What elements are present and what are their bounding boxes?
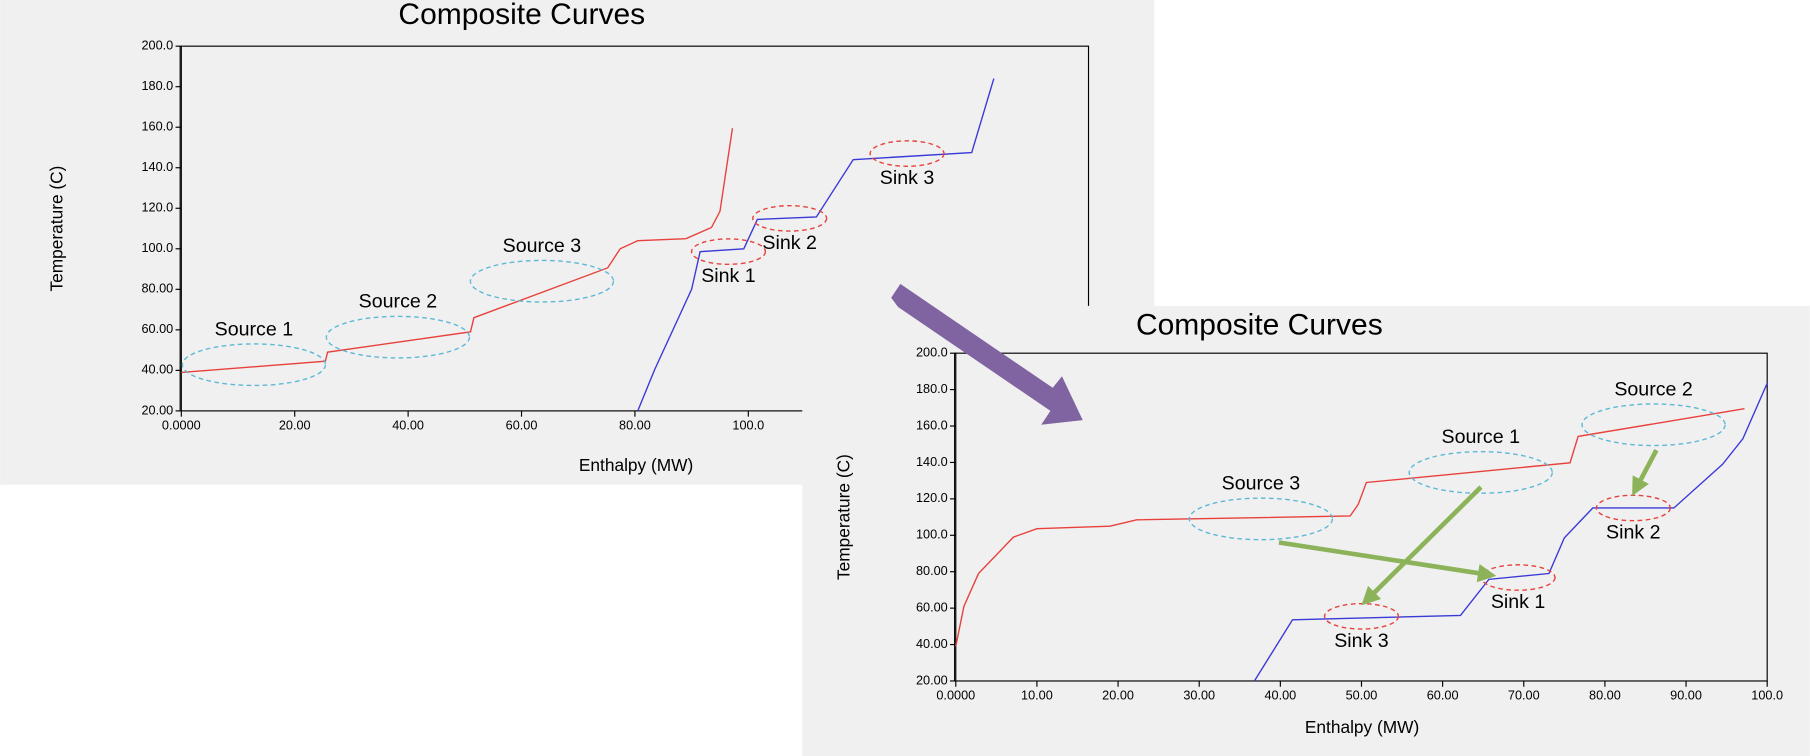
y-axis-label: Temperature (C) <box>834 454 854 580</box>
y-tick-label: 180.0 <box>916 382 948 396</box>
annotation-ellipse <box>1581 403 1726 447</box>
annotation-label: Source 1 <box>215 318 293 340</box>
curve <box>955 408 1745 647</box>
annotation-label: Source 3 <box>1222 472 1301 494</box>
x-tick-label: 40.00 <box>392 418 424 432</box>
curve <box>1253 382 1768 682</box>
x-tick-label: 60.00 <box>506 418 538 432</box>
annotation-ellipse <box>181 343 327 387</box>
x-tick-label: 40.00 <box>1264 688 1296 702</box>
annotation-label: Sink 3 <box>880 167 935 189</box>
annotation-label: Sink 2 <box>762 232 817 254</box>
y-tick-label: 120.0 <box>916 491 948 505</box>
x-tick-label: 0.0000 <box>936 688 975 702</box>
annotation-ellipse <box>325 315 471 359</box>
annotation-label: Source 1 <box>1442 426 1521 448</box>
annotation-label: Sink 1 <box>701 265 756 287</box>
y-tick-label: 20.00 <box>916 673 948 687</box>
y-tick-label: 100.0 <box>141 241 173 255</box>
panel-1: Composite Curves Enthalpy (MW) Temperature… <box>0 0 1155 485</box>
x-tick-label: 0.0000 <box>162 418 201 432</box>
y-tick-label: 40.00 <box>141 363 173 377</box>
curve <box>637 78 995 412</box>
y-tick-label: 200.0 <box>141 39 173 53</box>
chart-title: Composite Curves <box>1136 309 1383 342</box>
x-axis-label: Enthalpy (MW) <box>1305 717 1419 737</box>
curve <box>181 128 734 374</box>
x-tick-label: 70.00 <box>1508 688 1540 702</box>
y-tick-label: 20.00 <box>141 403 173 417</box>
annotation-label: Source 3 <box>503 235 582 257</box>
annotation-ellipse <box>469 259 615 303</box>
annotation-label: Sink 2 <box>1606 522 1661 544</box>
annotation-ellipse <box>1408 450 1554 494</box>
x-tick-label: 100.0 <box>1751 688 1783 702</box>
green-arrow <box>1632 449 1659 496</box>
overlay <box>891 283 1659 606</box>
x-tick-label: 50.00 <box>1346 688 1378 702</box>
x-tick-label: 60.00 <box>1427 688 1459 702</box>
x-tick-label: 20.00 <box>279 418 311 432</box>
transition-arrow <box>891 283 1083 425</box>
x-tick-label: 80.00 <box>619 418 651 432</box>
annotation-ellipse <box>752 205 828 232</box>
y-tick-label: 80.00 <box>141 282 173 296</box>
x-axis-label: Enthalpy (MW) <box>579 455 693 475</box>
annotation-ellipse <box>869 140 945 167</box>
y-tick-label: 40.00 <box>916 637 948 651</box>
annotation-label: Source 2 <box>1614 378 1693 400</box>
y-tick-label: 140.0 <box>141 160 173 174</box>
green-arrow <box>1278 540 1497 583</box>
panel-2: Composite Curves Enthalpy (MW) Temperature… <box>802 305 1810 756</box>
green-arrow <box>1361 485 1483 606</box>
annotation-label: Source 2 <box>359 291 438 313</box>
y-tick-label: 60.00 <box>916 600 948 614</box>
x-tick-label: 30.00 <box>1183 688 1215 702</box>
annotation-label: Sink 3 <box>1334 630 1389 652</box>
x-tick-label: 80.00 <box>1589 688 1621 702</box>
y-tick-label: 180.0 <box>141 79 173 93</box>
annotation-ellipse <box>690 238 767 266</box>
y-tick-label: 100.0 <box>916 528 948 542</box>
x-tick-label: 100.0 <box>732 418 764 432</box>
x-tick-label: 20.00 <box>1102 688 1134 702</box>
x-tick-label: 90.00 <box>1670 688 1702 702</box>
chart-title: Composite Curves <box>398 0 645 31</box>
y-tick-label: 60.00 <box>141 322 173 336</box>
x-tick-label: 10.00 <box>1021 688 1053 702</box>
y-tick-label: 120.0 <box>141 201 173 215</box>
y-tick-label: 160.0 <box>916 418 948 432</box>
annotation-label: Sink 1 <box>1491 591 1546 613</box>
y-tick-label: 160.0 <box>141 120 173 134</box>
y-tick-label: 80.00 <box>916 564 948 578</box>
y-tick-label: 140.0 <box>916 455 948 469</box>
y-tick-label: 200.0 <box>916 346 948 360</box>
y-axis-label: Temperature (C) <box>46 166 66 292</box>
